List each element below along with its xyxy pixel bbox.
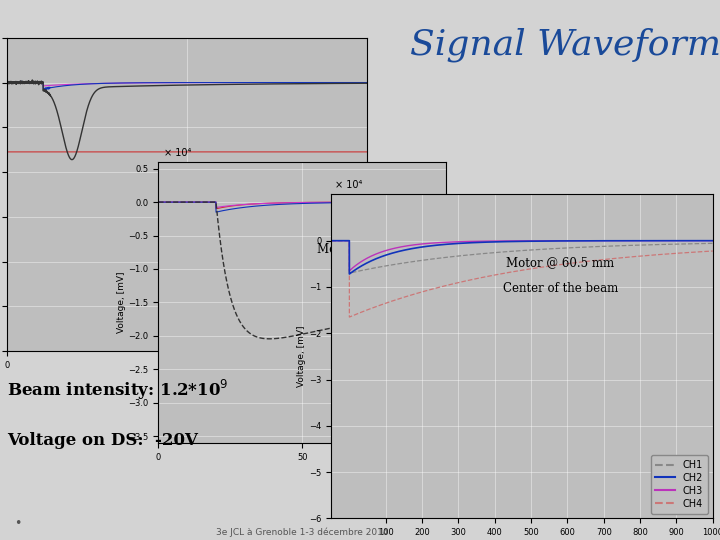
Legend: CH1, CH2, CH3, CH4: CH1, CH2, CH3, CH4: [651, 455, 708, 514]
Text: •: •: [14, 517, 22, 530]
Text: Center of the beam: Center of the beam: [503, 281, 618, 295]
Text: Motor @ 54 mm: Motor @ 54 mm: [218, 168, 315, 182]
Text: Voltage on DS:  -20V: Voltage on DS: -20V: [7, 432, 198, 449]
Text: Beam intensity: 1.2*10$^9$: Beam intensity: 1.2*10$^9$: [7, 378, 229, 402]
Y-axis label: Voltage, [mV]: Voltage, [mV]: [117, 272, 126, 333]
Y-axis label: Voltage, [mV]: Voltage, [mV]: [297, 326, 306, 387]
Text: Motor @ 57 mm: Motor @ 57 mm: [318, 242, 414, 255]
Text: × 10⁴: × 10⁴: [164, 148, 192, 158]
Text: × 10⁴: × 10⁴: [335, 180, 362, 190]
Text: Motor @ 60.5 mm: Motor @ 60.5 mm: [506, 255, 614, 269]
Text: 3e JCL à Grenoble 1-3 décembre 2014: 3e JCL à Grenoble 1-3 décembre 2014: [216, 528, 389, 537]
Text: Signal Waveform: Signal Waveform: [410, 27, 720, 62]
